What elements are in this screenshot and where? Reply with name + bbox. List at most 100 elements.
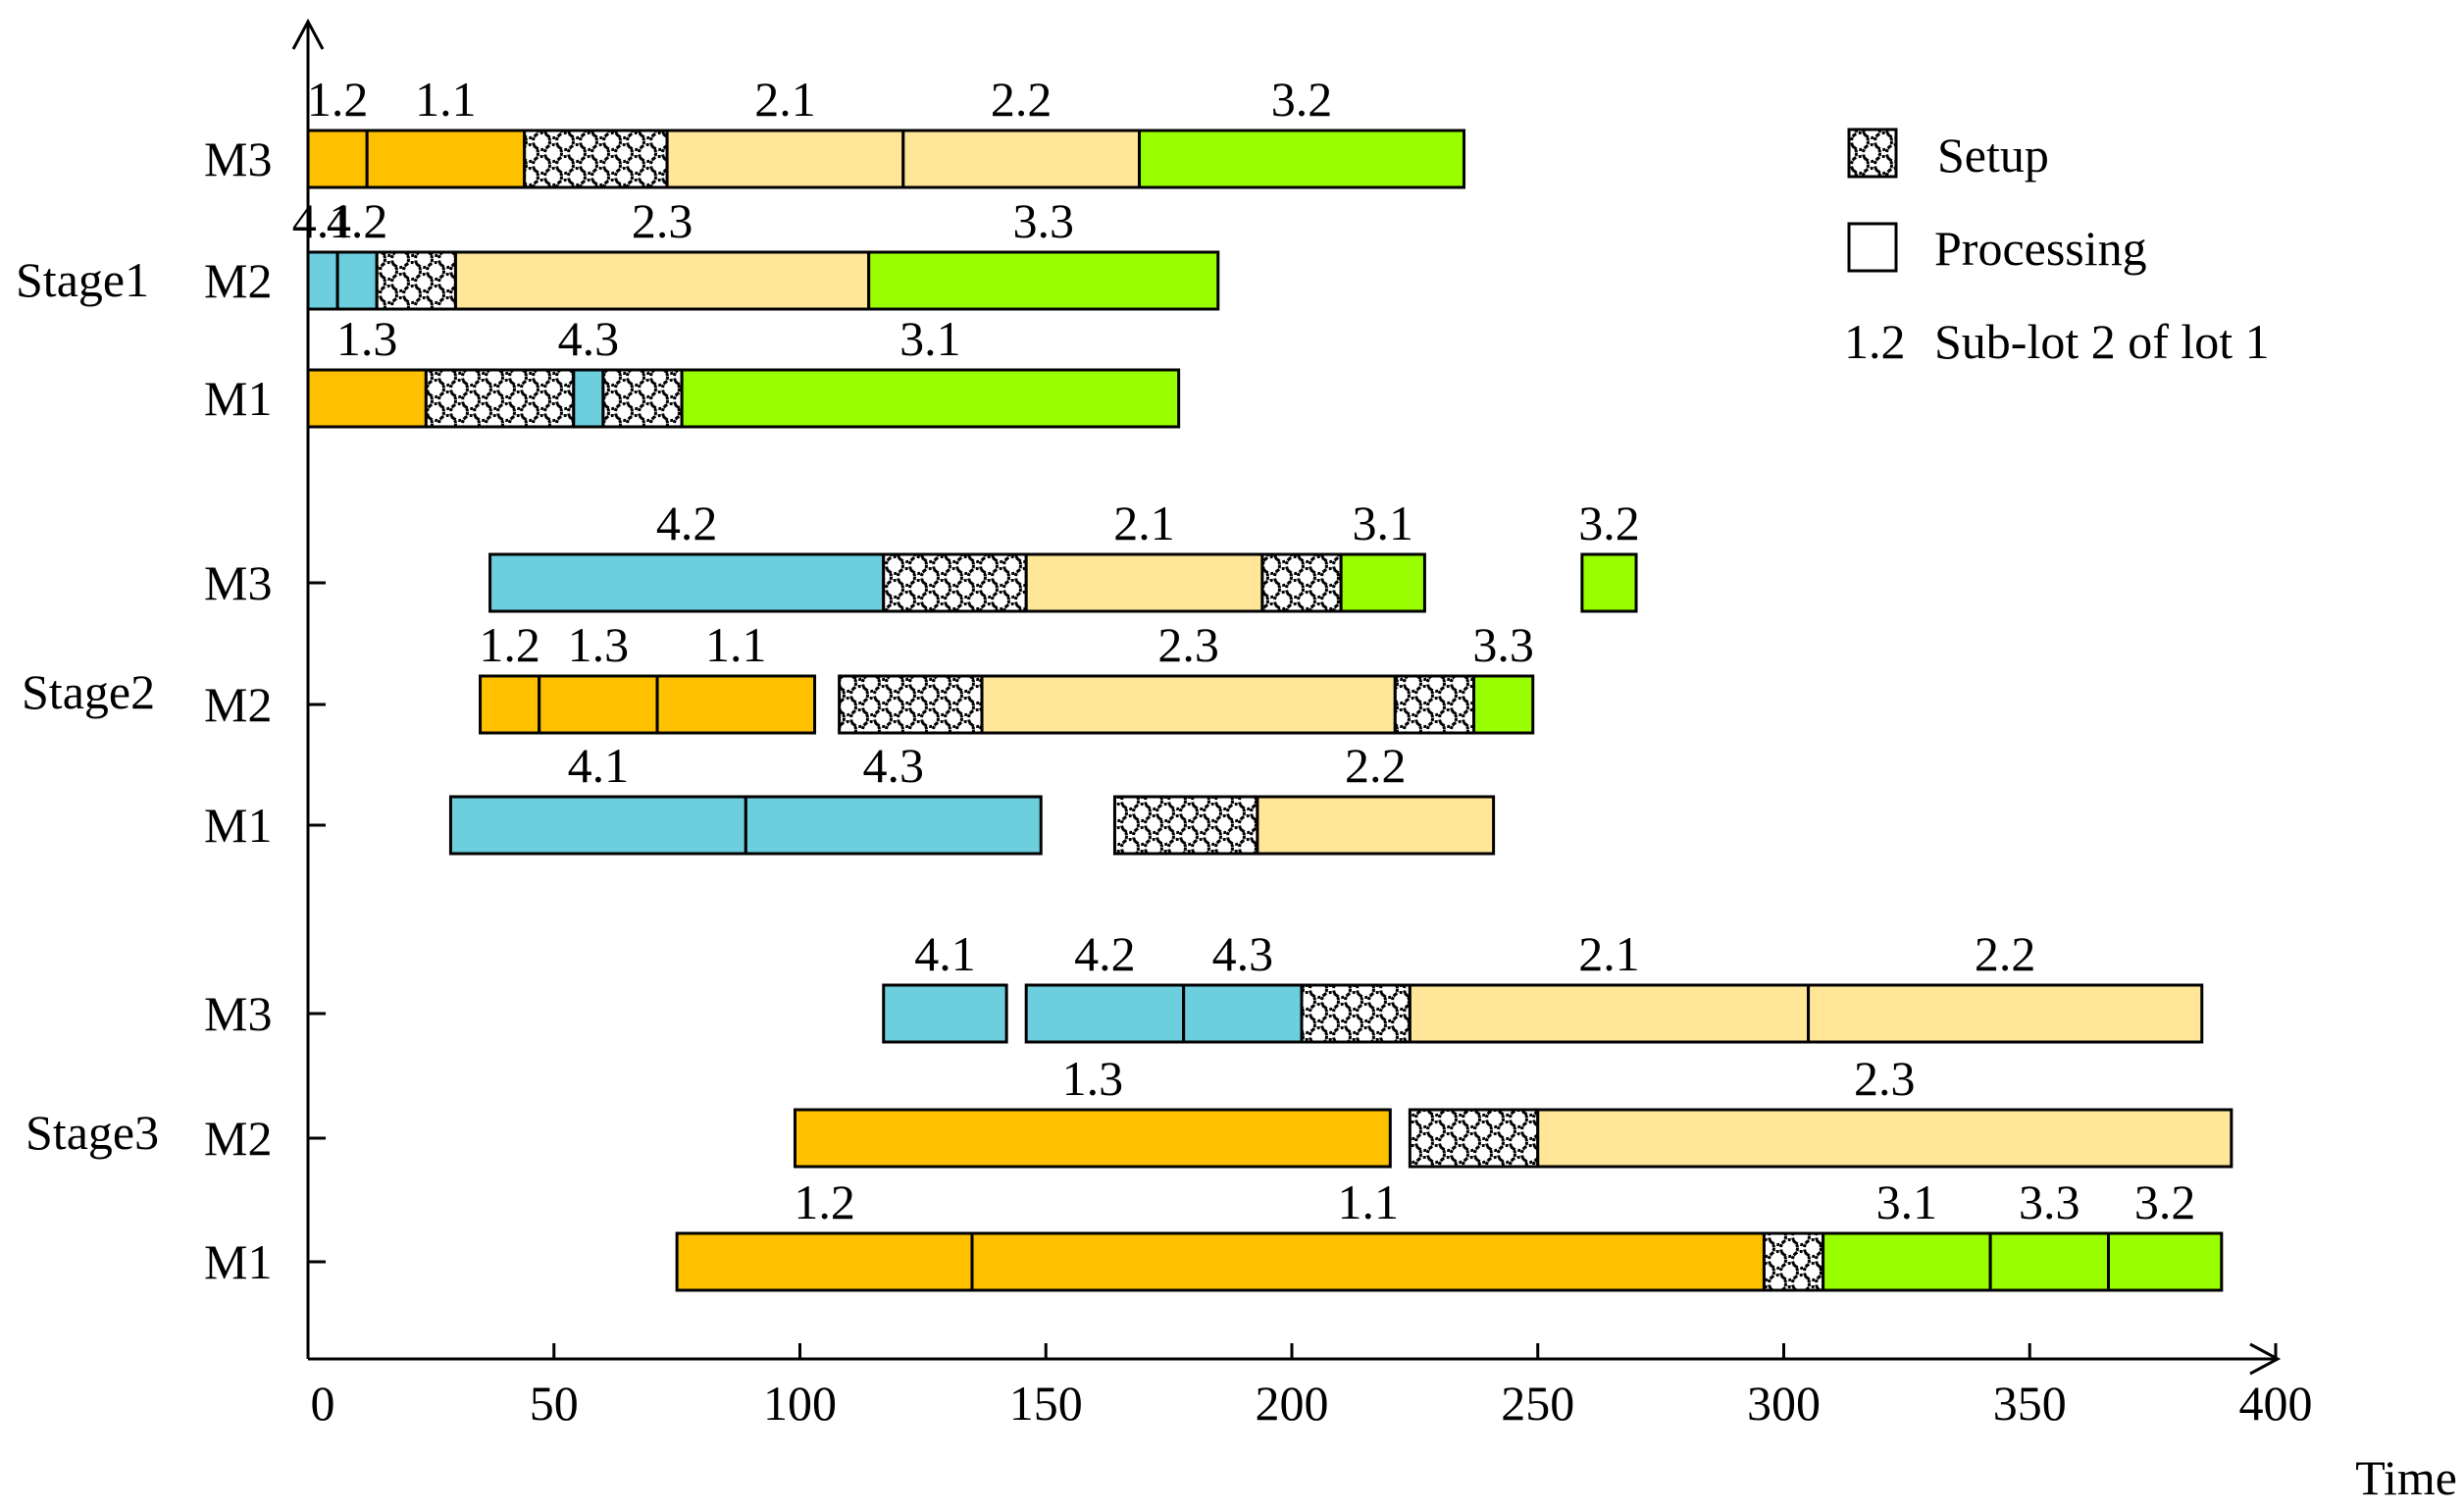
bar-label: 3.1 — [899, 311, 961, 366]
bar-label: 3.1 — [1353, 495, 1414, 550]
processing-bar-1.3 — [306, 368, 428, 429]
processing-bar-3.2 — [2106, 1231, 2224, 1292]
machine-label: M3 — [204, 131, 272, 186]
setup-bar — [1762, 1231, 1825, 1292]
processing-bar-3.1 — [1822, 1231, 1992, 1292]
processing-bar-2.3 — [1536, 1108, 2233, 1169]
x-tick-label: 150 — [1009, 1376, 1083, 1431]
processing-bar-3.3 — [867, 250, 1220, 311]
bars-layer: 1.2 1.1 2.1 2.2 3.24.14.2 2.3 3.31.3 4.3 3.14.2 2… — [292, 72, 2233, 1292]
processing-bar-4.1 — [448, 795, 747, 856]
setup-bar — [1393, 674, 1476, 735]
machine-label: M1 — [204, 371, 272, 426]
legend-sublot-text: Sub-lot 2 of lot 1 — [1934, 314, 2270, 369]
processing-bar-3.2 — [1138, 129, 1466, 189]
bar-label: 2.2 — [1345, 738, 1407, 793]
processing-bar-1.2 — [675, 1231, 974, 1292]
processing-bar-3.1 — [1339, 552, 1426, 613]
legend: Setup Processing 1.2 Sub-lot 2 of lot 1 — [1844, 128, 2270, 369]
stage-label: Stage2 — [22, 664, 155, 719]
processing-bar-4.3 — [744, 795, 1043, 856]
legend-setup-label: Setup — [1937, 128, 2049, 182]
setup-bar — [838, 674, 984, 735]
processing-bar-3.1 — [680, 368, 1181, 429]
setup-bar — [375, 250, 457, 311]
bar-label: 4.1 — [292, 193, 354, 248]
x-tick-label: 300 — [1747, 1376, 1821, 1431]
bar-label: 1.2 — [794, 1174, 855, 1229]
bar-label: 4.3 — [1212, 926, 1274, 981]
x-tick-label: 350 — [1993, 1376, 2067, 1431]
bar-label: 4.1 — [914, 926, 976, 981]
x-tick-label: 0 — [311, 1376, 335, 1431]
processing-bar-4.3 — [572, 368, 605, 429]
processing-bar-2.2 — [1807, 983, 2204, 1044]
processing-bar-1.3 — [538, 674, 659, 735]
x-tick-label: 250 — [1501, 1376, 1574, 1431]
machine-label: M3 — [204, 986, 272, 1041]
legend-processing-swatch — [1847, 222, 1898, 273]
legend-processing-label: Processing — [1934, 221, 2147, 276]
processing-bar-2.3 — [453, 250, 871, 311]
bar-label: 2.3 — [632, 193, 693, 248]
axes: 0 50 100 150 200 250 300 350 400 Time Stage1 M3 M2 M1… — [16, 18, 2457, 1505]
legend-setup-swatch — [1847, 128, 1898, 179]
processing-bar-4.2 — [335, 250, 379, 311]
bar-label: 3.3 — [2019, 1174, 2080, 1229]
processing-bar-1.1 — [365, 129, 527, 189]
processing-bar-2.1 — [1408, 983, 1811, 1044]
bar-label: 3.2 — [1271, 72, 1333, 127]
bar-label: 1.1 — [415, 72, 477, 127]
processing-bar-3.2 — [1580, 552, 1638, 613]
processing-bar-3.3 — [1988, 1231, 2110, 1292]
bar-label: 4.2 — [1074, 926, 1136, 981]
processing-bar-1.2 — [479, 674, 541, 735]
stage-label: Stage3 — [26, 1105, 159, 1160]
setup-bar — [601, 368, 684, 429]
setup-bar — [1260, 552, 1343, 613]
bar-label: 1.3 — [568, 617, 630, 672]
x-axis-arrow — [2249, 1342, 2282, 1376]
setup-bar — [1408, 1108, 1540, 1169]
machine-label: M2 — [204, 677, 272, 732]
bar-label: 1.1 — [705, 617, 767, 672]
bar-label: 1.1 — [1337, 1174, 1399, 1229]
machine-label: M2 — [204, 1111, 272, 1166]
processing-bar-4.3 — [1182, 983, 1304, 1044]
bar-label: 2.3 — [1157, 617, 1219, 672]
setup-bar — [882, 552, 1028, 613]
setup-bar — [523, 129, 669, 189]
processing-bar-2.2 — [1256, 795, 1496, 856]
processing-bar-1.1 — [655, 674, 817, 735]
bar-label: 2.1 — [1578, 926, 1640, 981]
x-tick-label: 400 — [2239, 1376, 2313, 1431]
processing-bar-4.1 — [882, 983, 1008, 1044]
processing-bar-2.1 — [1024, 552, 1264, 613]
machine-label: M1 — [204, 1234, 272, 1289]
machine-label: M2 — [204, 253, 272, 308]
bar-label: 2.1 — [754, 72, 816, 127]
bar-label: 4.3 — [558, 311, 620, 366]
x-axis-title: Time — [2355, 1450, 2457, 1505]
bar-label: 1.3 — [336, 311, 398, 366]
processing-bar-4.2 — [488, 552, 886, 613]
bar-label: 2.2 — [1975, 926, 2036, 981]
bar-label: 4.2 — [656, 495, 718, 550]
bar-label: 4.3 — [863, 738, 925, 793]
bar-label: 2.3 — [1854, 1051, 1916, 1106]
legend-sublot-key: 1.2 — [1844, 314, 1906, 369]
processing-bar-1.3 — [793, 1108, 1392, 1169]
bar-label: 3.2 — [1578, 495, 1640, 550]
machine-label: M3 — [204, 555, 272, 610]
setup-bar — [1300, 983, 1412, 1044]
bar-label: 2.2 — [991, 72, 1052, 127]
x-tick-label: 50 — [530, 1376, 579, 1431]
setup-bar — [1112, 795, 1259, 856]
x-tick-label: 200 — [1256, 1376, 1329, 1431]
processing-bar-1.2 — [306, 129, 369, 189]
bar-label: 3.1 — [1876, 1174, 1938, 1229]
bar-label: 4.2 — [327, 193, 388, 248]
bar-label: 1.2 — [479, 617, 540, 672]
machine-label: M1 — [204, 798, 272, 853]
